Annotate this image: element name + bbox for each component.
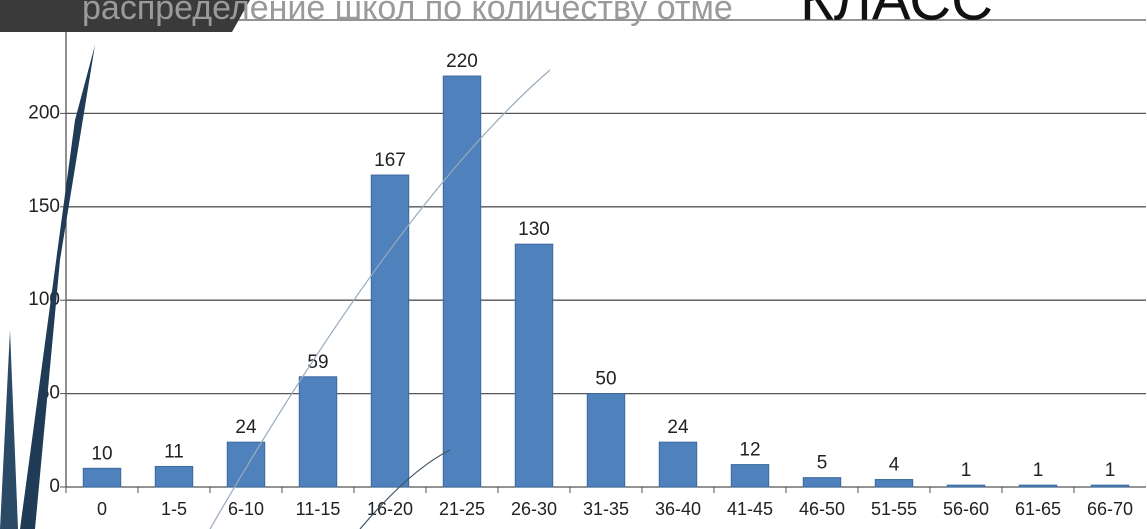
value-label: 1 <box>961 460 972 481</box>
x-tick-label: 26-30 <box>511 499 557 519</box>
x-tick-label: 36-40 <box>655 499 701 519</box>
bar <box>514 243 554 488</box>
x-tick-label: 16-20 <box>367 499 413 519</box>
bar <box>1090 484 1130 488</box>
value-label: 12 <box>739 440 760 461</box>
value-label: 11 <box>164 441 184 462</box>
bar <box>1018 484 1058 488</box>
value-label: 167 <box>374 150 406 171</box>
decoration <box>0 330 18 529</box>
bar <box>226 441 266 488</box>
x-tick-label: 41-45 <box>727 499 773 519</box>
y-tick-label: 150 <box>28 196 60 217</box>
value-label: 220 <box>446 51 478 72</box>
value-label: 24 <box>667 417 689 438</box>
annotation: КЛАСС <box>800 0 993 32</box>
decoration <box>209 69 551 529</box>
title-band <box>0 0 250 32</box>
bar <box>370 174 410 488</box>
bar <box>586 393 626 488</box>
x-tick-label: 0 <box>97 499 107 519</box>
value-label: 5 <box>817 453 828 474</box>
y-tick-label: 0 <box>49 476 60 497</box>
x-tick-label: 21-25 <box>439 499 485 519</box>
bar <box>946 484 986 488</box>
x-tick-label: 46-50 <box>799 499 845 519</box>
bar <box>82 467 122 488</box>
bar <box>730 464 770 488</box>
value-label: 50 <box>595 369 616 390</box>
x-tick-label: 6-10 <box>228 499 264 519</box>
bar <box>154 465 194 488</box>
bar <box>442 75 482 488</box>
bar <box>874 479 914 488</box>
y-tick-label: 200 <box>28 102 60 123</box>
x-tick-label: 66-70 <box>1087 499 1133 519</box>
bar <box>298 376 338 488</box>
value-label: 10 <box>91 443 112 464</box>
x-tick-label: 51-55 <box>871 499 917 519</box>
x-tick-label: 61-65 <box>1015 499 1061 519</box>
value-label: 59 <box>307 352 328 373</box>
value-label: 4 <box>889 455 900 476</box>
bar <box>802 477 842 488</box>
value-label: 130 <box>518 219 550 240</box>
x-tick-label: 11-15 <box>296 499 341 519</box>
x-tick-label: 56-60 <box>943 499 989 519</box>
decoration <box>20 45 95 529</box>
value-label: 1 <box>1033 460 1044 481</box>
bar <box>658 441 698 488</box>
chart-title: распределение школ по количеству отме <box>82 0 733 27</box>
decoration <box>359 449 451 529</box>
value-label: 1 <box>1105 460 1116 481</box>
x-tick-label: 1-5 <box>161 499 187 519</box>
value-label: 24 <box>235 417 257 438</box>
x-tick-label: 31-35 <box>583 499 629 519</box>
